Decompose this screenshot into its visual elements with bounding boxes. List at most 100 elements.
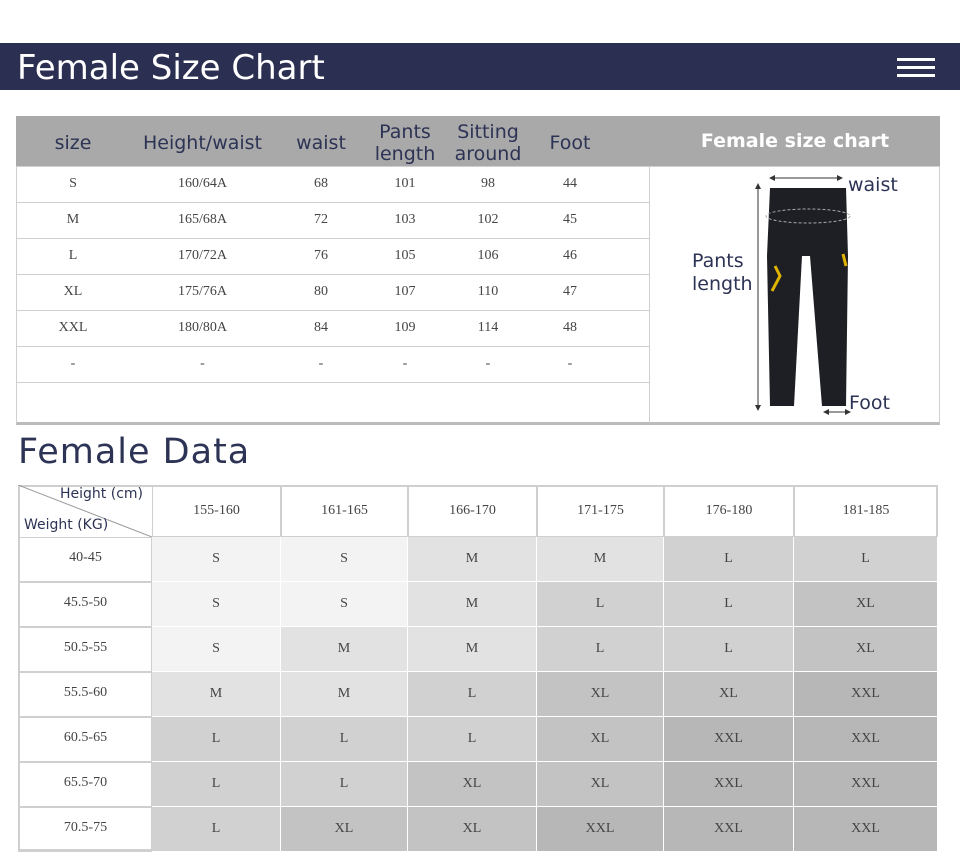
- divider: [649, 166, 650, 423]
- cell: XL: [63, 284, 83, 299]
- column-header: 166-170: [408, 485, 537, 537]
- size-cell: M: [281, 672, 408, 717]
- size-cell: XXL: [794, 717, 938, 762]
- menu-icon[interactable]: [897, 57, 935, 79]
- size-cell: L: [537, 627, 664, 672]
- size-cell: XXL: [664, 762, 794, 807]
- column-header: size: [54, 132, 92, 154]
- size-cell: XXL: [537, 807, 664, 852]
- row-header: 55.5-60: [18, 672, 152, 717]
- cell: 48: [563, 320, 577, 335]
- header-title: Female Size Chart: [17, 48, 325, 88]
- size-cell: M: [408, 582, 537, 627]
- size-cell: L: [152, 807, 281, 852]
- size-cell: M: [281, 627, 408, 672]
- foot-label: Foot: [849, 392, 890, 414]
- cell: -: [318, 356, 324, 371]
- size-cell: M: [408, 537, 537, 582]
- size-cell: XL: [408, 807, 537, 852]
- section-title: Female Data: [18, 432, 251, 472]
- cell: 106: [477, 248, 499, 263]
- cell: -: [402, 356, 408, 371]
- column-header: Pants length: [374, 121, 436, 165]
- cell: 76: [314, 248, 328, 263]
- cell: 72: [314, 212, 328, 227]
- size-cell: S: [152, 537, 281, 582]
- row-line: [16, 310, 650, 311]
- row-header: 65.5-70: [18, 762, 152, 807]
- cell: 180/80A: [178, 320, 227, 335]
- size-cell: XL: [537, 762, 664, 807]
- column-header: 161-165: [281, 485, 408, 537]
- size-cell: XXL: [794, 807, 938, 852]
- column-header: 176-180: [664, 485, 794, 537]
- panel-title: Female size chart: [700, 130, 890, 152]
- length-label: Pants length: [692, 250, 753, 295]
- cell: 175/76A: [178, 284, 227, 299]
- size-cell: L: [537, 582, 664, 627]
- cell: M: [66, 212, 80, 227]
- cell: 68: [314, 176, 328, 191]
- cell: XXL: [58, 320, 88, 335]
- header-bar: [0, 43, 960, 90]
- size-cell: S: [152, 582, 281, 627]
- column-header: 155-160: [152, 485, 281, 537]
- cell: 102: [477, 212, 499, 227]
- cell: 47: [563, 284, 577, 299]
- cell: 44: [563, 176, 577, 191]
- size-cell: XL: [664, 672, 794, 717]
- size-cell: XL: [408, 762, 537, 807]
- size-cell: M: [537, 537, 664, 582]
- size-cell: XXL: [664, 717, 794, 762]
- table-frame: [16, 166, 940, 425]
- cell: 110: [477, 284, 499, 299]
- row-header: 40-45: [18, 537, 152, 582]
- row-header: 45.5-50: [18, 582, 152, 627]
- size-cell: L: [152, 717, 281, 762]
- size-cell: M: [152, 672, 281, 717]
- row-line: [16, 382, 650, 383]
- column-header: 171-175: [537, 485, 664, 537]
- cell: 105: [394, 248, 416, 263]
- column-header: 181-185: [794, 485, 938, 537]
- size-cell: XL: [537, 672, 664, 717]
- table-header-bg: [16, 116, 940, 166]
- cell: -: [485, 356, 491, 371]
- cell: 45: [563, 212, 577, 227]
- row-line: [16, 346, 650, 347]
- size-cell: XL: [537, 717, 664, 762]
- size-cell: L: [794, 537, 938, 582]
- cell: 103: [394, 212, 416, 227]
- row-line: [16, 238, 650, 239]
- cell: -: [70, 356, 76, 371]
- row-line: [16, 274, 650, 275]
- cell: -: [567, 356, 573, 371]
- cell: -: [200, 356, 205, 371]
- cell: 107: [394, 284, 416, 299]
- size-cell: L: [408, 672, 537, 717]
- size-cell: L: [664, 582, 794, 627]
- size-cell: L: [664, 627, 794, 672]
- height-label: Height (cm): [60, 486, 143, 502]
- cell: 98: [481, 176, 495, 191]
- size-cell: L: [152, 762, 281, 807]
- size-cell: M: [408, 627, 537, 672]
- cell: 84: [314, 320, 328, 335]
- size-cell: L: [408, 717, 537, 762]
- column-header: Height/waist: [142, 132, 263, 154]
- waist-label: waist: [848, 174, 898, 196]
- cell: 165/68A: [178, 212, 227, 227]
- size-cell: XXL: [794, 672, 938, 717]
- row-line: [16, 202, 650, 203]
- size-cell: XL: [794, 627, 938, 672]
- cell: 109: [394, 320, 416, 335]
- cell: 114: [477, 320, 499, 335]
- row-header: 60.5-65: [18, 717, 152, 762]
- weight-label: Weight (KG): [24, 517, 109, 533]
- row-header: 70.5-75: [18, 807, 152, 852]
- cell: 170/72A: [178, 248, 227, 263]
- row-header: 50.5-55: [18, 627, 152, 672]
- cell: 46: [563, 248, 577, 263]
- corner-diagonal: [18, 485, 152, 537]
